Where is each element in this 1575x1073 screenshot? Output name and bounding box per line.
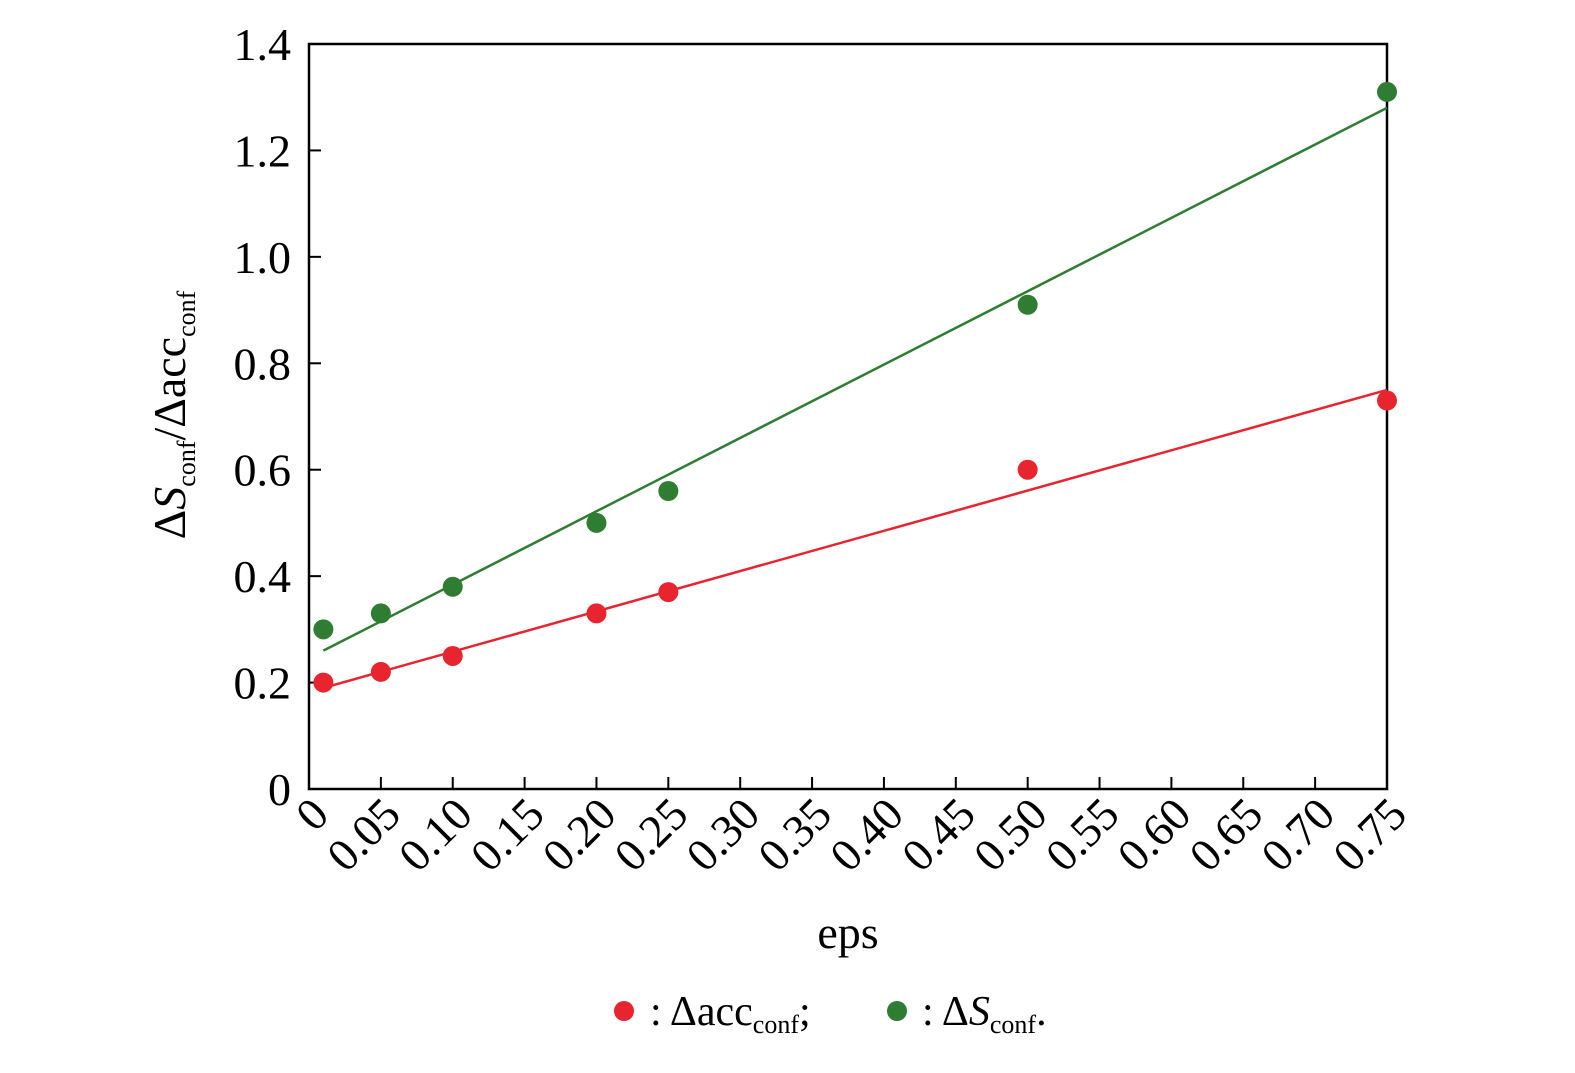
x-tick-label: 0.70 [1251,788,1344,881]
x-axis-title: eps [817,907,878,958]
y-title-s-sub: conf [172,440,201,487]
legend-s-delta: Δ [942,989,969,1035]
data-point-series-1 [442,576,463,597]
data-point-series-1 [1377,81,1397,102]
y-title-acc-sub: conf [172,290,201,337]
x-tick-label: 0.15 [461,788,554,881]
fit-line-series-0 [323,388,1388,690]
data-point-series-1 [313,619,334,640]
data-point-series-0 [1377,390,1397,411]
axes [307,42,1389,791]
tick-labels: 00.20.40.60.81.01.21.400.050.100.150.200… [234,19,1417,881]
legend-item-s: : ΔSconf. [922,989,1047,1039]
y-title-s: S [144,487,195,510]
data-point-series-1 [370,603,391,624]
x-tick-label: 0.45 [892,788,985,881]
legend-item-acc: : Δaccconf; [650,989,811,1039]
legend-s-end: . [1036,989,1047,1035]
x-tick-label: 0.30 [676,788,769,881]
y-tick-label: 0.6 [234,445,292,496]
legend-acc-end: ; [799,989,811,1035]
legend-acc-sub: conf [753,1010,800,1039]
legend-marker-red [614,1001,634,1021]
y-tick-label: 1.0 [234,232,292,283]
data-point-series-1 [658,481,679,501]
y-tick-label: 0 [268,764,291,815]
y-tick-label: 0.4 [234,551,292,602]
x-tick-label: 0.20 [533,788,626,881]
data-point-series-0 [442,645,463,666]
y-axis-title: ΔSconf/Δaccconf [144,290,201,539]
x-tick-label: 0.40 [820,788,913,881]
plot-frame [307,42,1389,791]
legend: : Δaccconf; : ΔSconf. [614,989,1047,1039]
x-tick-label: 0.60 [1107,788,1200,881]
x-tick-label: 0.35 [748,788,841,881]
fit-line-series-1 [322,106,1388,652]
data-point-series-0 [370,661,391,682]
x-tick-label: 0.75 [1323,788,1416,881]
legend-acc-sep: : [650,989,670,1035]
data-points [313,81,1397,693]
y-tick-label: 0.2 [234,658,292,709]
legend-s-sep: : [922,989,942,1035]
x-tick-label: 0.50 [964,788,1057,881]
y-title-slash-acc: /Δacc [144,337,195,441]
data-point-series-0 [1017,459,1038,480]
data-point-series-1 [1017,294,1038,315]
x-tick-label: 0.65 [1179,788,1272,881]
data-point-series-0 [658,582,679,603]
data-point-series-0 [313,672,334,693]
y-tick-label: 0.8 [234,338,292,389]
x-tick-label: 0.25 [604,788,697,881]
x-tick-label: 0.55 [1036,788,1129,881]
legend-marker-green [887,1001,907,1021]
fit-lines [322,106,1388,690]
data-point-series-0 [586,603,607,624]
data-point-series-1 [586,512,607,533]
legend-s-main: S [969,989,990,1035]
y-title-delta-1: Δ [144,510,195,540]
x-tick-label: 0.05 [317,788,410,881]
y-tick-label: 1.4 [234,19,292,70]
y-tick-label: 1.2 [234,125,292,176]
legend-s-sub: conf [990,1010,1037,1039]
x-tick-label: 0.10 [389,788,482,881]
legend-acc-main: Δacc [670,989,753,1035]
